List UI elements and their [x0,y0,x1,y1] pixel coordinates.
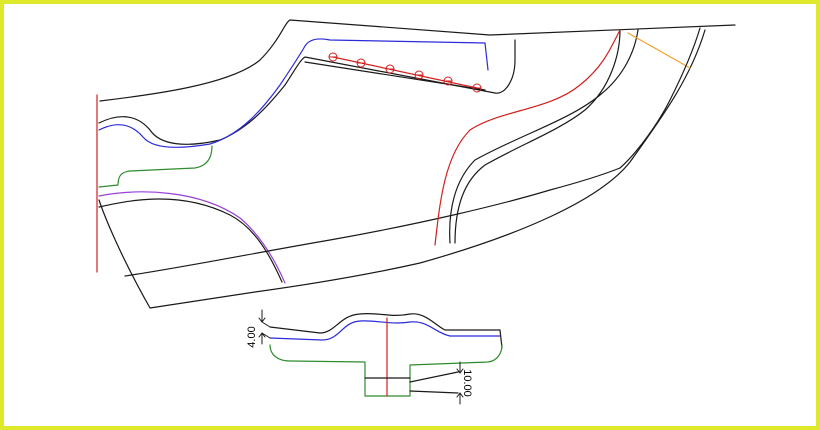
tongue-blue-line [269,320,501,341]
tongue-bottom-lines [364,371,459,394]
punch-marks [328,52,482,93]
heel-counter-outline [454,29,621,244]
punch-line [332,56,478,89]
heel-seam-red [434,29,621,246]
heel-counter-outline-outer [449,29,639,244]
vamp-lower-outline [98,198,283,283]
green-seam-line [98,145,213,188]
heel-orange-line [627,32,691,69]
dimension-top-offset [258,309,271,345]
rear-outline [619,27,701,169]
blue-edge-line [98,38,489,148]
pattern-drawing: 4.00 10.00 [96,19,736,405]
lace-line [304,61,486,91]
dim-label-top: 4.00 [246,326,258,347]
tongue-outline-black [269,312,503,349]
dim-label-bottom: 10.00 [461,369,473,397]
purple-line [98,191,286,284]
eyestay-outline-black [98,39,516,145]
vamp-top-outline [99,19,736,102]
dimension-bottom-offset [456,361,464,405]
sole-line [124,167,621,277]
